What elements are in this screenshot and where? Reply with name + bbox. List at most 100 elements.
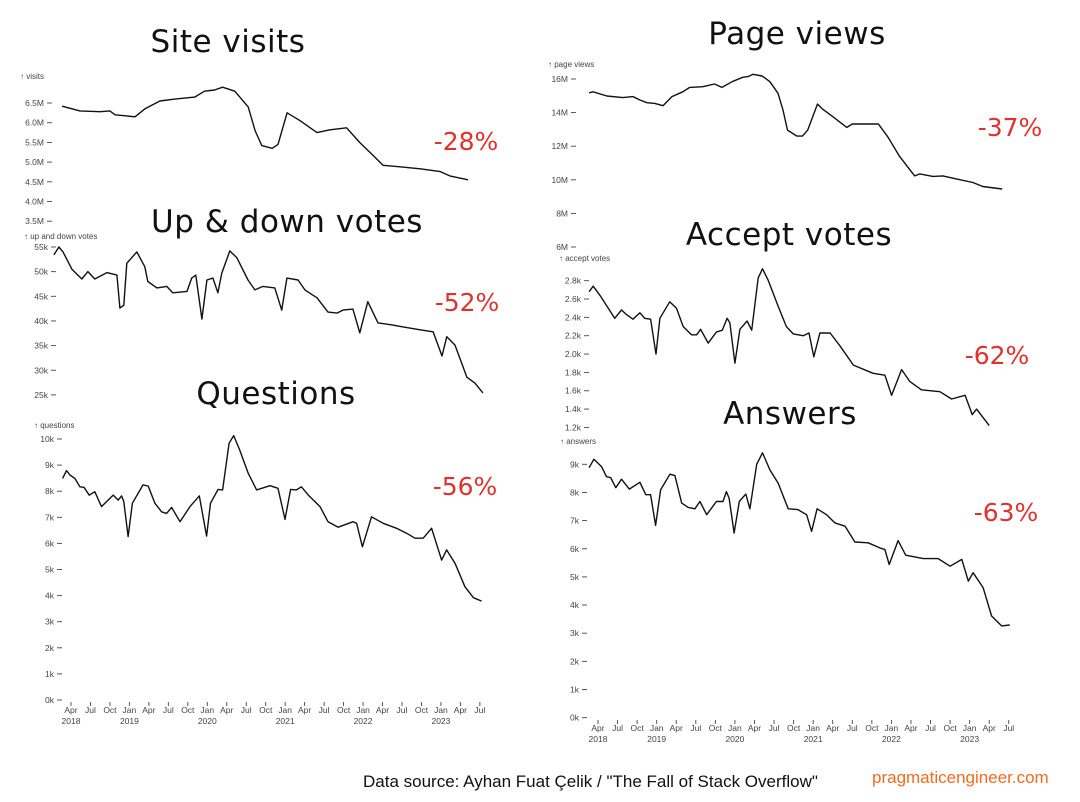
charts-group: ↑ visits 6.5M 6.0M 5.5M 5.0M 4.5M 4.0M 3.5M Site…	[20, 16, 1042, 744]
y-tick-label: 3.5M	[25, 216, 44, 226]
x-tick-label: Jul	[769, 723, 780, 733]
x-tick-label: Jul	[1003, 723, 1014, 733]
x-tick-year: 2020	[725, 734, 744, 744]
x-tick-label: Jul	[847, 723, 858, 733]
y-tick-label: 12M	[551, 141, 568, 151]
x-tick-year: 2019	[120, 716, 139, 726]
y-tick-label: 10M	[551, 175, 568, 185]
y-tick-label: 3k	[570, 628, 580, 638]
x-tick-label: Apr	[454, 705, 467, 715]
x-tick-label: Jan	[885, 723, 899, 733]
x-tick-label: Oct	[259, 705, 273, 715]
y-tick-label: 45k	[34, 291, 48, 301]
data-source-caption: Data source: Ayhan Fuat Çelik / "The Fal…	[363, 772, 818, 791]
x-tick-label: Apr	[591, 723, 604, 733]
x-tick-label: Jan	[650, 723, 664, 733]
y-tick-label: 6k	[45, 538, 55, 548]
y-tick-label: 50k	[34, 267, 48, 277]
y-tick-label: 6M	[556, 242, 568, 252]
x-tick-label: Jul	[85, 705, 96, 715]
chart-title: Site visits	[151, 24, 306, 60]
y-axis-label: ↑ accept votes	[559, 254, 610, 263]
y-tick-label: 0k	[570, 713, 580, 723]
chart-visits: ↑ visits 6.5M 6.0M 5.5M 5.0M 4.5M 4.0M 3.5M Site…	[20, 24, 498, 226]
y-tick-label: 16M	[551, 74, 568, 84]
y-tick-label: 2.6k	[565, 294, 582, 304]
series-line-pageviews	[588, 73, 1003, 190]
x-tick-year: 2021	[804, 734, 823, 744]
series-line-visits	[61, 86, 469, 181]
x-tick-label: Jan	[356, 705, 370, 715]
y-tick-label: 3k	[45, 617, 55, 627]
change-annotation: -63%	[974, 498, 1039, 527]
series-line-questions	[61, 434, 482, 602]
y-tick-label: 2.4k	[565, 312, 582, 322]
x-tick-label: Jan	[200, 705, 214, 715]
x-tick-label: Apr	[670, 723, 683, 733]
x-tick-label: Oct	[943, 723, 957, 733]
y-tick-label: 2k	[45, 643, 55, 653]
x-tick-year: 2020	[198, 716, 217, 726]
chart-pageviews: ↑ page views 16M 14M 12M 10M 8M 6M Page views -3…	[548, 16, 1042, 252]
y-tick-label: 6.5M	[25, 98, 44, 108]
y-tick-label: 5k	[570, 572, 580, 582]
chart-title: Answers	[723, 396, 857, 432]
x-tick-label: Apr	[748, 723, 761, 733]
x-tick-label: Apr	[64, 705, 77, 715]
change-annotation: -56%	[433, 472, 498, 501]
x-tick-label: Oct	[631, 723, 645, 733]
y-tick-label: 14M	[551, 108, 568, 118]
y-tick-label: 4k	[45, 591, 55, 601]
x-tick-year: 2018	[62, 716, 81, 726]
y-tick-label: 1k	[45, 669, 55, 679]
x-tick-label: Apr	[142, 705, 155, 715]
y-tick-label: 1k	[570, 685, 580, 695]
y-tick-label: 2.8k	[565, 276, 582, 286]
x-tick-year: 2019	[647, 734, 666, 744]
series-line-updown	[53, 246, 484, 394]
y-tick-label: 5k	[45, 565, 55, 575]
y-tick-label: 10k	[40, 434, 54, 444]
y-tick-label: 0k	[45, 695, 55, 705]
y-tick-label: 7k	[45, 512, 55, 522]
chart-title: Accept votes	[686, 217, 892, 253]
y-axis-label: ↑ up and down votes	[24, 232, 97, 241]
y-tick-label: 4.5M	[25, 177, 44, 187]
x-tick-label: Oct	[337, 705, 351, 715]
x-tick-label: Jan	[123, 705, 137, 715]
y-axis-label: ↑ visits	[20, 72, 44, 81]
chart-questions: ↑ questions10k9k8k7k6k5k4k3k2k1k0kApr201…	[34, 376, 497, 726]
x-tick-label: Oct	[865, 723, 879, 733]
x-tick-label: Apr	[298, 705, 311, 715]
series-line-answers	[588, 452, 1010, 627]
y-tick-label: 2.0k	[565, 349, 582, 359]
y-tick-label: 9k	[45, 460, 55, 470]
x-tick-label: Jul	[241, 705, 252, 715]
chart-accept: ↑ accept votes 2.8k 2.6k 2.4k 2.2k 2.0k 1.8k 1.…	[559, 217, 1029, 432]
y-tick-label: 35k	[34, 341, 48, 351]
brand-link[interactable]: pragmaticengineer.com	[872, 768, 1049, 787]
y-axis-label: ↑ answers	[560, 437, 596, 446]
x-tick-label: Jul	[163, 705, 174, 715]
y-tick-label: 5.0M	[25, 157, 44, 167]
x-tick-label: Apr	[904, 723, 917, 733]
y-tick-label: 2.2k	[565, 331, 582, 341]
y-tick-label: 6.0M	[25, 118, 44, 128]
x-tick-year: 2021	[276, 716, 295, 726]
x-tick-label: Oct	[415, 705, 429, 715]
y-tick-label: 7k	[570, 516, 580, 526]
x-tick-label: Jan	[728, 723, 742, 733]
x-tick-year: 2022	[882, 734, 901, 744]
y-tick-label: 8k	[570, 487, 580, 497]
y-tick-label: 9k	[570, 459, 580, 469]
x-tick-year: 2022	[354, 716, 373, 726]
y-tick-label: 40k	[34, 316, 48, 326]
y-tick-label: 55k	[34, 242, 48, 252]
y-tick-label: 2k	[570, 656, 580, 666]
y-tick-label: 25k	[34, 390, 48, 400]
x-tick-label: Jan	[963, 723, 977, 733]
y-tick-label: 8k	[45, 486, 55, 496]
